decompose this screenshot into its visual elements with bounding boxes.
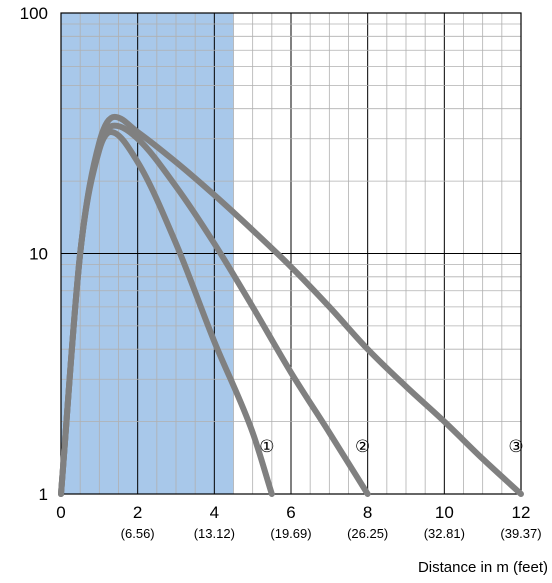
series-tag-layer: ① ② ③: [259, 437, 523, 456]
x-tick-label: 0: [56, 503, 65, 522]
tick-label-layer: 1 10 100 0 2 (6.56) 4 (13.12) 6 (19.69) 8 (26.25) 10…: [20, 4, 542, 541]
series-tag-3: ③: [508, 437, 523, 456]
x-tick-label: 8: [363, 503, 372, 522]
x-tick-label: 4: [210, 503, 219, 522]
x-tick-label: 2: [133, 503, 142, 522]
y-tick-label: 10: [29, 245, 48, 264]
y-tick-label: 1: [39, 485, 48, 504]
series-layer: [58, 113, 524, 497]
y-tick-label: 100: [20, 4, 48, 23]
plot-frame: [60, 12, 522, 495]
series-tag-2: ②: [355, 437, 370, 456]
x-tick-sublabel: (39.37): [500, 526, 541, 541]
x-tick-label: 6: [286, 503, 295, 522]
x-axis-label: Distance in m (feet): [418, 559, 548, 576]
x-tick-sublabel: (19.69): [270, 526, 311, 541]
x-tick-sublabel: (32.81): [424, 526, 465, 541]
x-tick-sublabel: (6.56): [121, 526, 155, 541]
x-tick-sublabel: (26.25): [347, 526, 388, 541]
series-line-3: [58, 113, 524, 497]
grid-layer: [60, 12, 522, 495]
x-tick-label: 10: [435, 503, 454, 522]
series-tag-1: ①: [259, 437, 274, 456]
x-tick-label: 12: [512, 503, 531, 522]
x-tick-sublabel: (13.12): [194, 526, 235, 541]
